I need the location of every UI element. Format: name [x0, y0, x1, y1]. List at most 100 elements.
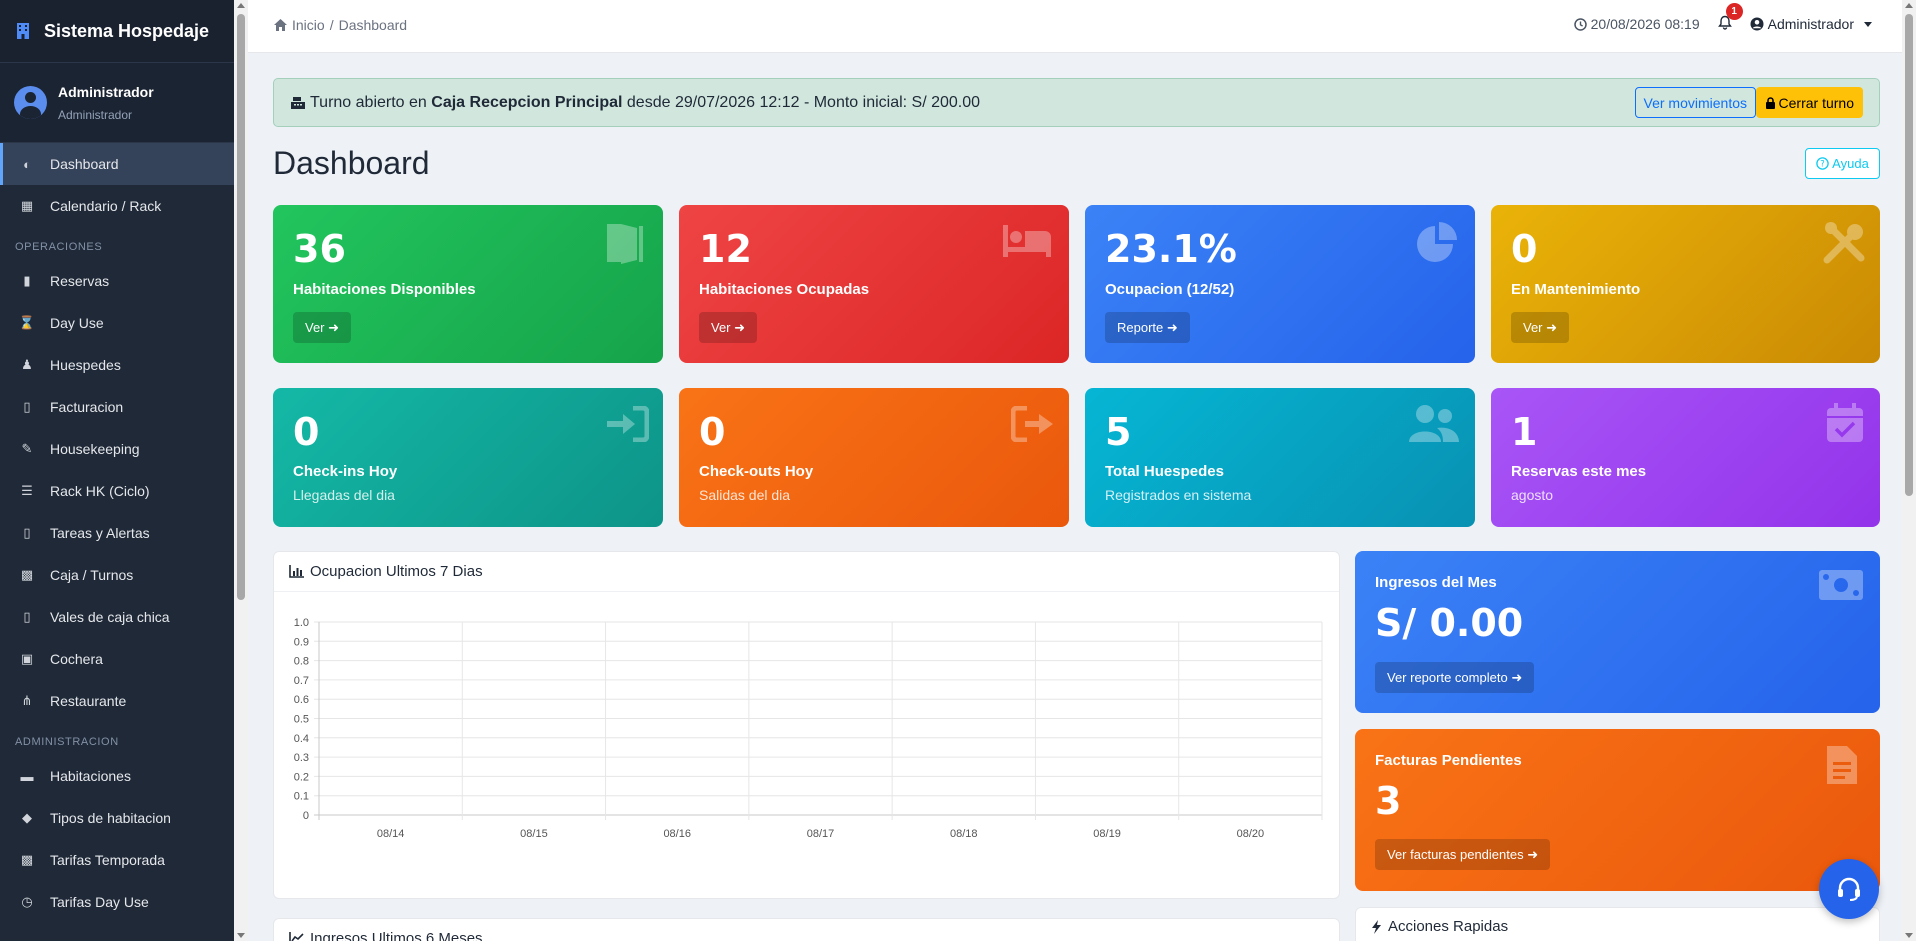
view-maintenance-button[interactable]: Ver ➜	[1511, 312, 1570, 343]
shift-register: Caja Recepcion Principal	[431, 93, 623, 111]
chart-line-icon	[289, 932, 304, 941]
sidebar-item-tarifas-day-use[interactable]: ◷ Tarifas Day Use	[0, 881, 234, 923]
sidebar-item-label: Tarifas Temporada	[50, 852, 165, 868]
sidebar-item-label: Restaurante	[50, 693, 127, 709]
pending-invoices-card: Facturas Pendientes 3 Ver facturas pendi…	[1355, 729, 1880, 891]
bed-icon: ▬	[20, 768, 34, 784]
brand-title: Sistema Hospedaje	[44, 20, 210, 41]
calendar-icon: ▦	[20, 198, 34, 213]
sidebar-item-vales-de-caja-chica[interactable]: ▯ Vales de caja chica	[0, 596, 234, 638]
close-shift-button[interactable]: Cerrar turno	[1755, 87, 1863, 118]
tariff-icon: ▩	[20, 852, 34, 867]
sidebar-item-tareas-y-alertas[interactable]: ▯ Tareas y Alertas	[0, 512, 234, 554]
sidebar-item-habitaciones[interactable]: ▬ Habitaciones	[0, 755, 234, 797]
sidebar-scrollbar[interactable]	[234, 0, 248, 941]
door-open-icon	[607, 224, 643, 264]
tools-icon	[1823, 222, 1865, 264]
y-tick-label: 1.0	[294, 617, 309, 629]
stat-card-available-rooms: 36 Habitaciones Disponibles Ver ➜	[273, 205, 663, 363]
occupancy-line-chart: 1.0 0.9 0.8 0.7 0.6 0.5 0.4 0.3 0.2 0.1 0 08/14 08/1…	[294, 617, 1323, 840]
y-tick-label: 0.8	[294, 656, 309, 668]
sign-out-icon	[1011, 406, 1053, 442]
stat-card-checkins: 0 Check-ins Hoy Llegadas del dia	[273, 388, 663, 527]
sidebar-item-label: Tareas y Alertas	[50, 525, 150, 541]
sidebar-item-day-use[interactable]: ⌛ Day Use	[0, 302, 234, 344]
money-bill-icon	[1819, 570, 1863, 600]
support-chat-button[interactable]	[1819, 859, 1879, 919]
topbar-right: 20/08/2026 08:19 1 Administrador	[1573, 3, 1872, 33]
stat-value: 23.1%	[1105, 227, 1237, 271]
user-menu[interactable]: Administrador	[1750, 16, 1872, 32]
caret-down-icon	[1864, 21, 1872, 27]
help-button[interactable]: ? Ayuda	[1805, 148, 1880, 179]
view-occupied-button[interactable]: Ver ➜	[699, 312, 758, 343]
sidebar-item-restaurante[interactable]: ⋔ Restaurante	[0, 680, 234, 722]
pending-invoices-button[interactable]: Ver facturas pendientes ➜	[1375, 839, 1551, 870]
sidebar-item-cochera[interactable]: ▣ Cochera	[0, 638, 234, 680]
sidebar-item-label: Habitaciones	[50, 768, 131, 784]
sidebar-item-rack-hk-ciclo[interactable]: ☰ Rack HK (Ciclo)	[0, 470, 234, 512]
stat-value: 5	[1105, 410, 1132, 454]
panel-header: Ocupacion Ultimos 7 Dias	[274, 552, 1339, 592]
sidebar-item-reservas[interactable]: ▮ Reservas	[0, 260, 234, 302]
headset-icon	[1838, 877, 1860, 901]
question-circle-icon: ?	[1816, 157, 1829, 170]
view-available-button[interactable]: Ver ➜	[293, 312, 352, 343]
y-tick-label: 0.2	[294, 771, 309, 783]
y-tick-label: 0.3	[294, 752, 309, 764]
stat-label: Check-ins Hoy	[293, 463, 398, 480]
user-menu-label: Administrador	[1767, 16, 1854, 32]
income-card: Ingresos del Mes S/ 0.00 Ver reporte com…	[1355, 551, 1880, 713]
scroll-up-arrow[interactable]	[1905, 3, 1913, 8]
x-tick-label: 08/18	[950, 828, 978, 840]
panel-title: Ingresos Ultimos 6 Meses	[310, 930, 483, 941]
button-label: Ver	[1523, 320, 1543, 335]
user-circle-icon	[1750, 17, 1764, 31]
x-tick-label: 08/17	[807, 828, 835, 840]
sidebar-item-housekeeping[interactable]: ✎ Housekeeping	[0, 428, 234, 470]
sidebar-item-tipos-de-habitacion[interactable]: ◆ Tipos de habitacion	[0, 797, 234, 839]
clipboard-icon: ▯	[23, 525, 31, 540]
scroll-down-arrow[interactable]	[1905, 933, 1913, 938]
svg-text:?: ?	[1820, 160, 1825, 170]
shift-alert: Turno abierto en Caja Recepcion Principa…	[273, 78, 1880, 127]
sidebar-item-calendario-rack[interactable]: ▦ Calendario / Rack	[0, 185, 234, 227]
stat-value: 36	[293, 227, 346, 271]
arrow-right-icon: ➜	[328, 319, 340, 335]
arrow-right-icon: ➜	[1166, 319, 1178, 335]
parking-icon: ▣	[20, 651, 34, 666]
occupancy-report-button[interactable]: Reporte ➜	[1105, 312, 1190, 343]
x-tick-label: 08/15	[520, 828, 548, 840]
brand[interactable]: Sistema Hospedaje	[0, 0, 234, 63]
arrow-right-icon: ➜	[734, 319, 746, 335]
sidebar-item-facturacion[interactable]: ▯ Facturacion	[0, 386, 234, 428]
scrollbar-thumb[interactable]	[1905, 14, 1913, 496]
sidebar-item-caja-turnos[interactable]: ▩ Caja / Turnos	[0, 554, 234, 596]
nav-section-operaciones: OPERACIONES	[15, 241, 103, 253]
scrollbar-thumb[interactable]	[237, 14, 245, 600]
stat-subtitle: agosto	[1511, 487, 1554, 503]
breadcrumb-home[interactable]: Inicio	[292, 17, 325, 33]
sidebar-item-huespedes[interactable]: ♟ Huespedes	[0, 344, 234, 386]
panel-header: Acciones Rapidas	[1356, 908, 1879, 941]
stat-value: 12	[699, 227, 752, 271]
stat-subtitle: Salidas del dia	[699, 487, 791, 503]
user-panel: Administrador Administrador	[0, 63, 234, 143]
topbar: Inicio / Dashboard 20/08/2026 08:19 1 Ad…	[248, 0, 1902, 53]
sidebar-item-dashboard[interactable]: ◐ Dashboard	[0, 143, 234, 185]
stat-card-guests: 5 Total Huespedes Registrados en sistema	[1085, 388, 1475, 527]
stat-value: 0	[1511, 227, 1538, 271]
sidebar-item-label: Tarifas Day Use	[50, 894, 149, 910]
scroll-down-arrow[interactable]	[237, 933, 245, 938]
scroll-up-arrow[interactable]	[237, 3, 245, 8]
notifications-button[interactable]: 1	[1717, 3, 1743, 33]
page-scrollbar[interactable]	[1902, 0, 1916, 941]
view-movements-button[interactable]: Ver movimientos	[1634, 87, 1756, 118]
income-report-button[interactable]: Ver reporte completo ➜	[1375, 662, 1535, 693]
help-label: Ayuda	[1832, 156, 1869, 171]
lock-icon	[1765, 96, 1775, 109]
arrow-right-icon: ➜	[1527, 846, 1539, 862]
sidebar-item-tarifas-temporada[interactable]: ▩ Tarifas Temporada	[0, 839, 234, 881]
nav-administracion: ▬ Habitaciones ◆ Tipos de habitacion ▩ Tarifa…	[0, 755, 234, 923]
nav-section-administracion: ADMINISTRACION	[15, 736, 119, 748]
